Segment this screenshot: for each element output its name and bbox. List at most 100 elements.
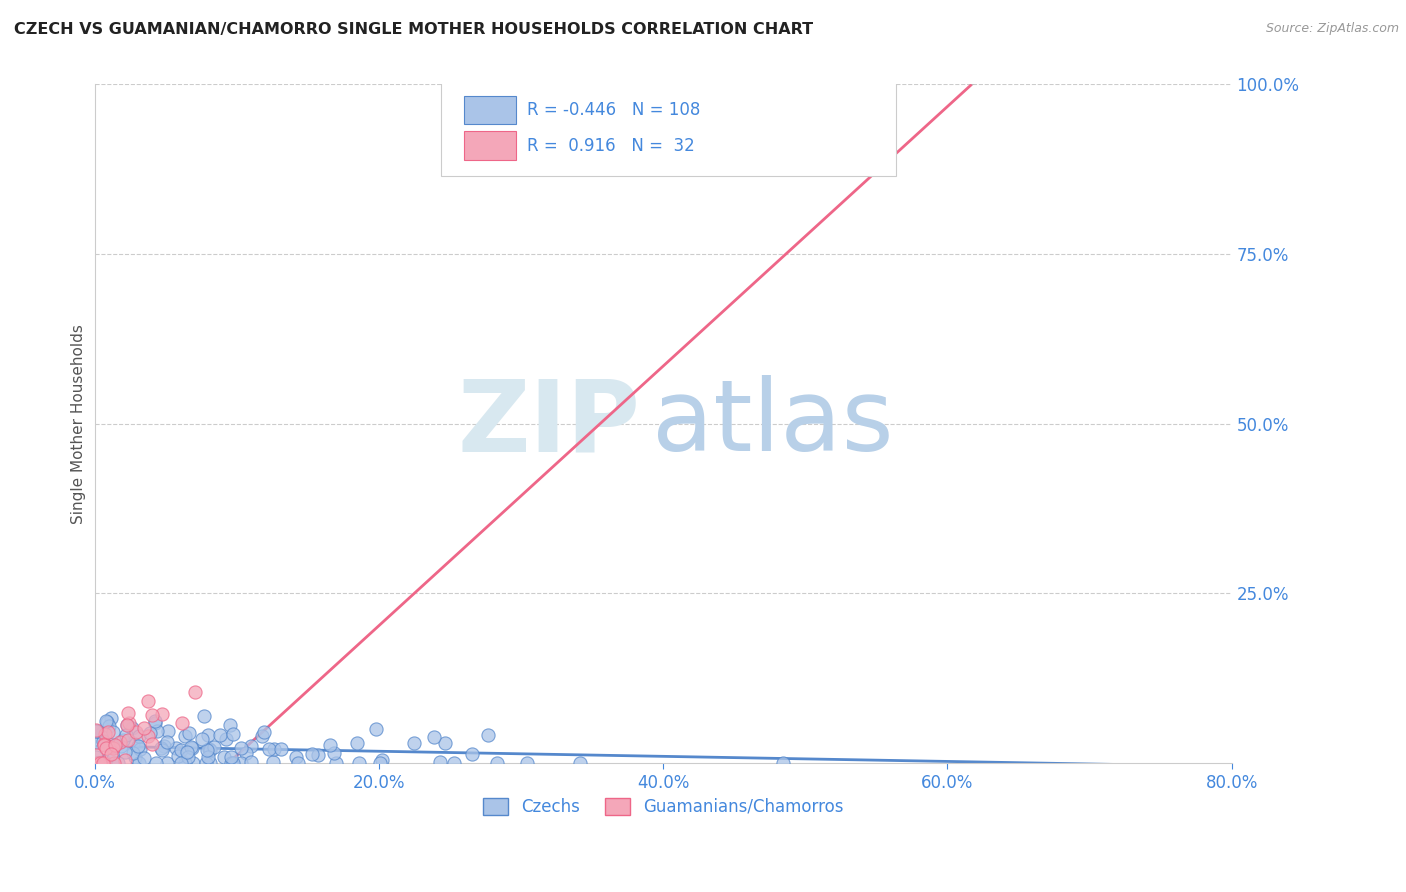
- Point: [128, 756, 150, 771]
- Point: [89, 756, 111, 771]
- Point: [346, 736, 368, 750]
- Point: [96, 715, 118, 730]
- Point: [93, 727, 115, 741]
- Point: [219, 756, 242, 771]
- Point: [219, 718, 242, 732]
- Point: [117, 732, 139, 747]
- Point: [146, 723, 169, 738]
- Point: [204, 739, 226, 754]
- Point: [193, 709, 215, 723]
- Point: [156, 756, 179, 771]
- Point: [101, 752, 124, 766]
- Point: [115, 718, 138, 732]
- Point: [91, 756, 114, 771]
- Point: [110, 734, 132, 748]
- Point: [87, 756, 110, 771]
- Point: [215, 732, 238, 747]
- Point: [231, 756, 253, 771]
- Text: CZECH VS GUAMANIAN/CHAMORRO SINGLE MOTHER HOUSEHOLDS CORRELATION CHART: CZECH VS GUAMANIAN/CHAMORRO SINGLE MOTHE…: [14, 22, 813, 37]
- Point: [181, 741, 204, 756]
- Text: R =  0.916   N =  32: R = 0.916 N = 32: [527, 136, 695, 154]
- Point: [301, 747, 323, 762]
- Point: [97, 725, 120, 739]
- Point: [250, 729, 273, 743]
- Point: [136, 694, 159, 708]
- Point: [100, 711, 122, 725]
- Point: [96, 714, 118, 728]
- Point: [183, 756, 205, 771]
- Legend: Czechs, Guamanians/Chamorros: Czechs, Guamanians/Chamorros: [477, 791, 851, 822]
- Point: [323, 746, 346, 760]
- Point: [174, 756, 197, 771]
- Text: ZIP: ZIP: [457, 376, 640, 472]
- Point: [129, 742, 152, 756]
- Point: [84, 723, 107, 737]
- Point: [516, 756, 538, 771]
- Point: [364, 722, 387, 736]
- Point: [191, 731, 214, 746]
- Text: Source: ZipAtlas.com: Source: ZipAtlas.com: [1265, 22, 1399, 36]
- Point: [91, 726, 114, 740]
- Point: [86, 723, 108, 738]
- Point: [132, 751, 155, 765]
- Point: [100, 747, 122, 761]
- Point: [111, 733, 134, 747]
- Point: [122, 736, 145, 750]
- Point: [84, 748, 107, 763]
- Point: [231, 740, 253, 755]
- Point: [117, 706, 139, 720]
- Point: [136, 729, 159, 743]
- Point: [86, 756, 108, 771]
- Point: [93, 733, 115, 747]
- Point: [434, 736, 457, 750]
- Point: [253, 725, 276, 739]
- Point: [197, 728, 219, 742]
- Point: [125, 725, 148, 739]
- Point: [128, 729, 150, 743]
- Point: [89, 756, 111, 771]
- Point: [287, 756, 309, 771]
- Point: [122, 746, 145, 760]
- Point: [443, 756, 465, 771]
- Point: [235, 746, 257, 760]
- Text: R = -0.446   N = 108: R = -0.446 N = 108: [527, 101, 700, 120]
- Point: [114, 753, 136, 767]
- Point: [93, 737, 115, 751]
- Point: [176, 750, 198, 764]
- Point: [124, 749, 146, 764]
- Point: [103, 756, 125, 771]
- Point: [284, 749, 307, 764]
- Text: atlas: atlas: [652, 376, 893, 472]
- Point: [195, 756, 218, 771]
- Point: [319, 738, 342, 752]
- Point: [422, 730, 444, 744]
- Point: [221, 756, 243, 771]
- Point: [107, 756, 129, 771]
- Point: [485, 756, 508, 771]
- Point: [150, 743, 173, 757]
- Point: [143, 714, 166, 729]
- Point: [222, 756, 245, 771]
- Point: [240, 755, 263, 769]
- Point: [176, 745, 198, 759]
- Point: [97, 719, 120, 733]
- Point: [143, 715, 166, 730]
- Point: [150, 706, 173, 721]
- Y-axis label: Single Mother Households: Single Mother Households: [72, 324, 86, 524]
- Point: [222, 727, 245, 741]
- Point: [200, 756, 222, 771]
- Point: [208, 728, 231, 742]
- Point: [197, 750, 219, 764]
- Point: [93, 756, 115, 771]
- Point: [325, 756, 347, 771]
- Point: [84, 735, 107, 749]
- Point: [429, 755, 451, 769]
- Point: [98, 739, 121, 754]
- Point: [183, 685, 205, 699]
- Point: [141, 737, 163, 751]
- Point: [166, 749, 188, 764]
- Point: [772, 756, 794, 771]
- Point: [110, 739, 132, 753]
- Point: [127, 739, 149, 753]
- Point: [368, 756, 391, 771]
